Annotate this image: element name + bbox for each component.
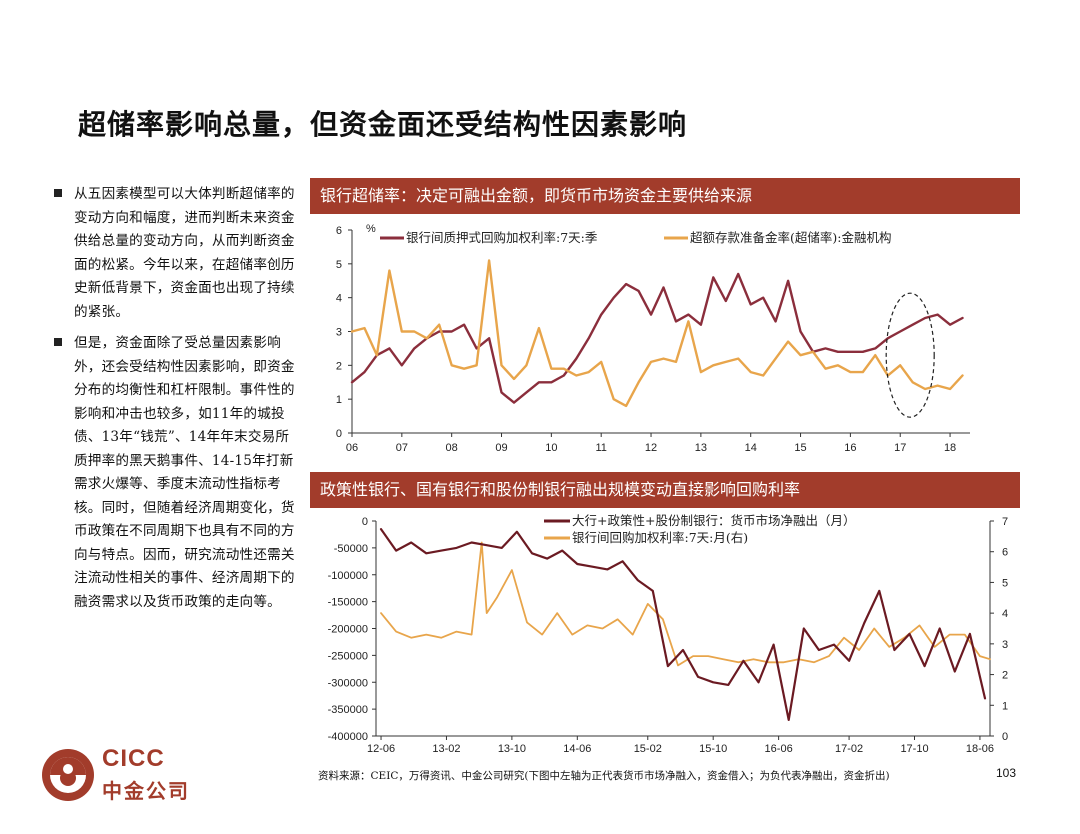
chart2-x-tick-label: 17-10 <box>900 743 928 755</box>
chart2-left-tick-label: -400000 <box>328 731 368 743</box>
logo-text-en: CICC <box>102 745 165 772</box>
chart2-x-tick-label: 15-10 <box>699 743 727 755</box>
chart1-legend-label: 银行间质押式回购加权利率:7天:季 <box>406 230 598 245</box>
chart1-y-tick-label: 3 <box>336 327 342 339</box>
chart1-y-tick-label: 0 <box>336 428 342 440</box>
chart1-y-tick-label: 6 <box>336 225 342 237</box>
cicc-logo: CICC 中金公司 <box>40 745 220 805</box>
chart2-x-tick-label: 17-02 <box>835 743 863 755</box>
bullet-text: 但是，资金面除了受总量因素影响外，还会受结构性因素影响，即资金分布的均衡性和杠杆… <box>74 335 295 610</box>
chart2-legend-label: 大行+政策性+股份制银行：货币市场净融出（月） <box>572 513 855 528</box>
chart1-x-tick-label: 09 <box>495 442 507 454</box>
chart2-group: 0 -50000 -100000 -150000 -200000 -250000 -3000… <box>328 516 1009 755</box>
chart1-series-line <box>350 259 964 408</box>
page-title: 超储率影响总量，但资金面还受结构性因素影响 <box>78 108 688 141</box>
chart2-x-tick-label: 13-02 <box>432 743 460 755</box>
chart1-banner: 银行超储率：决定可融出金额，即货币市场资金主要供给来源 <box>310 178 1020 214</box>
chart2-right-tick-label: 5 <box>1002 577 1008 589</box>
bullet-item: 从五因素模型可以大体判断超储率的变动方向和幅度，进而判断未来资金供给总量的变动方… <box>40 183 302 324</box>
chart1-y-tick-label: 2 <box>336 360 342 372</box>
chart1-x-tick-label: 08 <box>446 442 458 454</box>
page-number: 103 <box>996 766 1017 780</box>
chart1-x-tick-label: 17 <box>894 442 906 454</box>
cicc-logo-icon <box>42 749 94 801</box>
chart1-x-tick-label: 10 <box>545 442 557 454</box>
chart2-left-tick-label: 0 <box>362 516 368 528</box>
chart1-legend-label: 超额存款准备金率(超储率):金融机构 <box>690 230 891 245</box>
chart1-x-tick-label: 12 <box>645 442 657 454</box>
chart2-banner: 政策性银行、国有银行和股份制银行融出规模变动直接影响回购利率 <box>310 472 1020 508</box>
chart2-x-tick-label: 15-02 <box>634 743 662 755</box>
chart2-right-tick-label: 7 <box>1002 516 1008 528</box>
chart2-right-tick-label: 4 <box>1002 608 1008 620</box>
chart1-y-tick-label: 5 <box>336 259 342 271</box>
chart2-x-tick-label: 13-10 <box>498 743 526 755</box>
bullet-square-icon <box>54 189 62 197</box>
chart1-x-tick-label: 11 <box>595 442 606 454</box>
chart2-legend-label: 银行间回购加权利率:7天:月(右) <box>572 530 748 545</box>
chart2-x-tick-label: 12-06 <box>367 743 395 755</box>
chart2-left-tick-label: -300000 <box>328 677 368 689</box>
chart2-left-tick-label: -150000 <box>328 597 368 609</box>
chart1-series-line <box>350 272 964 404</box>
chart2-x-tick-label: 16-06 <box>765 743 793 755</box>
chart1-x-tick-label: 16 <box>844 442 856 454</box>
chart1-x-tick-label: 15 <box>794 442 806 454</box>
chart2-right-tick-label: 0 <box>1002 731 1008 743</box>
chart2-left-tick-label: -50000 <box>334 543 368 555</box>
chart1-dashed-ellipse <box>885 292 935 418</box>
chart1-x-tick-label: 18 <box>944 442 956 454</box>
chart2-right-tick-label: 1 <box>1002 700 1008 712</box>
chart2-series-line <box>379 528 987 721</box>
chart2-legend: 大行+政策性+股份制银行：货币市场净融出（月） 银行间回购加权利率:7天:月(右) <box>544 513 855 545</box>
chart1-x-tick-label: 07 <box>396 442 408 454</box>
source-note: 资料来源：CEIC，万得资讯、中金公司研究(下图中左轴为正代表货币市场净融入，资… <box>318 770 890 782</box>
chart1-unit-label: % <box>366 223 376 235</box>
chart1-x-tick-label: 06 <box>346 442 358 454</box>
chart1-x-tick-label: 14 <box>745 442 757 454</box>
bullet-square-icon <box>54 338 62 346</box>
chart2-right-tick-label: 6 <box>1002 547 1008 559</box>
chart1-y-tick-label: 4 <box>336 293 342 305</box>
chart2-left-tick-label: -350000 <box>328 704 368 716</box>
chart2-x-tick-label: 14-06 <box>563 743 591 755</box>
bullet-text: 从五因素模型可以大体判断超储率的变动方向和幅度，进而判断未来资金供给总量的变动方… <box>74 186 295 320</box>
chart2-left-tick-label: -250000 <box>328 650 368 662</box>
bullet-item: 但是，资金面除了受总量因素影响外，还会受结构性因素影响，即资金分布的均衡性和杠杆… <box>40 332 302 614</box>
chart2-left-tick-label: -100000 <box>328 570 368 582</box>
chart2-series-line <box>380 541 991 667</box>
chart1-x-tick-label: 13 <box>695 442 707 454</box>
chart2-right-tick-label: 3 <box>1002 639 1008 651</box>
chart1-legend: 银行间质押式回购加权利率:7天:季 超额存款准备金率(超储率):金融机构 <box>380 230 891 245</box>
chart2-x-tick-label: 18-06 <box>966 743 994 755</box>
chart2-right-tick-label: 2 <box>1002 670 1008 682</box>
chart1-y-tick-label: 1 <box>336 394 342 406</box>
logo-text-cn: 中金公司 <box>102 779 190 803</box>
bullet-list: 从五因素模型可以大体判断超储率的变动方向和幅度，进而判断未来资金供给总量的变动方… <box>40 183 302 622</box>
chart2-left-tick-label: -200000 <box>328 624 368 636</box>
